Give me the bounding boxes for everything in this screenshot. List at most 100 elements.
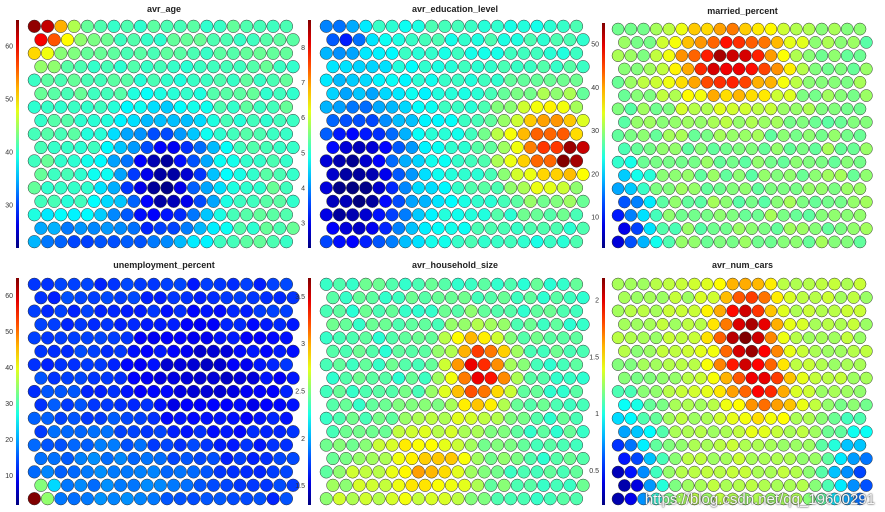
som-cell — [405, 425, 419, 439]
som-cell — [537, 371, 551, 385]
som-cell — [34, 87, 48, 101]
som-cell — [739, 438, 752, 452]
som-cell — [662, 331, 676, 345]
som-cell — [860, 222, 873, 235]
som-cell — [815, 22, 829, 36]
som-cell — [365, 140, 379, 155]
som-cell — [226, 154, 240, 168]
som-cell — [847, 398, 860, 412]
som-cell — [226, 304, 240, 318]
som-cell — [802, 235, 816, 249]
som-cell — [563, 398, 577, 412]
som-cell — [458, 478, 472, 492]
som-cell — [694, 195, 708, 209]
som-cell — [153, 33, 167, 47]
som-cell — [758, 371, 771, 385]
som-cell — [47, 398, 61, 412]
som-cell — [153, 221, 167, 235]
som-cell — [576, 140, 590, 155]
som-cell — [438, 46, 452, 60]
som-cell — [365, 60, 379, 74]
som-cell — [253, 127, 267, 141]
som-cell — [490, 358, 505, 372]
som-cell — [372, 465, 386, 479]
som-cell — [523, 425, 537, 439]
som-cell — [41, 46, 55, 60]
som-cell — [809, 195, 822, 209]
som-cell — [828, 331, 841, 345]
som-cell — [490, 411, 505, 425]
som-cell — [821, 115, 835, 129]
som-cell — [200, 235, 214, 249]
som-cell — [339, 33, 353, 47]
colorbar-tick-label: 30 — [5, 203, 13, 210]
som-cell — [431, 221, 445, 235]
som-cell — [700, 49, 714, 62]
som-cell — [94, 181, 108, 195]
som-cell — [464, 181, 478, 195]
som-cell — [751, 331, 765, 345]
som-cell — [120, 127, 134, 141]
som-cell — [133, 277, 148, 291]
som-cell — [67, 411, 81, 425]
som-cell — [193, 398, 207, 412]
som-cell — [34, 221, 48, 235]
som-cell — [732, 195, 746, 209]
som-cell — [279, 331, 294, 345]
som-cell — [87, 371, 101, 385]
som-cell — [60, 344, 75, 358]
som-cell — [624, 75, 638, 89]
som-cell — [411, 73, 426, 87]
som-cell — [556, 154, 570, 168]
som-cell — [777, 277, 790, 291]
som-cell — [611, 75, 625, 89]
som-cell — [688, 102, 701, 116]
som-cell — [100, 451, 114, 466]
som-cell — [127, 425, 141, 439]
som-cell — [438, 208, 452, 222]
som-cell — [200, 465, 214, 479]
som-cell — [700, 102, 714, 116]
som-cell — [719, 36, 733, 49]
som-cell — [550, 478, 564, 492]
som-cell — [253, 384, 267, 399]
som-cell — [789, 49, 803, 62]
som-cell — [809, 371, 822, 385]
som-cell — [649, 155, 663, 169]
som-cell — [266, 19, 280, 33]
som-cell — [160, 438, 174, 452]
som-cell — [220, 140, 234, 155]
som-cell — [80, 46, 94, 60]
som-cell — [611, 235, 625, 249]
som-cell — [681, 195, 695, 209]
som-cell — [662, 209, 676, 222]
som-cell — [326, 194, 340, 208]
som-cell — [643, 222, 657, 235]
som-cell — [233, 291, 247, 305]
som-cell — [27, 384, 41, 399]
som-cell — [484, 371, 498, 385]
som-cell — [796, 398, 809, 412]
som-cell — [464, 73, 478, 87]
som-cell — [510, 221, 524, 235]
som-cell — [694, 89, 708, 102]
som-cell — [411, 208, 426, 222]
som-cell — [847, 479, 860, 492]
som-cell — [550, 194, 564, 208]
som-cell — [47, 425, 61, 439]
som-cell — [569, 46, 584, 60]
som-cell — [186, 127, 201, 141]
som-cell — [458, 398, 472, 412]
som-cell — [719, 398, 733, 412]
som-cell — [789, 209, 803, 222]
som-cell — [464, 154, 478, 168]
som-cell — [802, 304, 816, 318]
som-cell — [458, 221, 472, 235]
som-cell — [789, 438, 803, 452]
som-cell — [719, 115, 733, 129]
som-cell — [630, 318, 644, 331]
som-cell — [451, 46, 465, 60]
som-cell — [719, 291, 733, 304]
som-cell — [127, 317, 141, 332]
